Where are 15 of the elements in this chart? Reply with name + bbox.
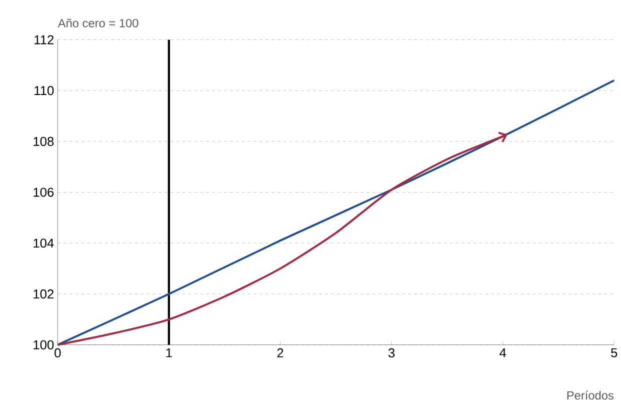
y-tick-label: 100: [34, 340, 54, 350]
x-tick-label: 3: [388, 348, 395, 358]
y-tick-label: 104: [34, 238, 54, 248]
y-axis-title: Año cero = 100: [58, 18, 138, 28]
y-tick-label: 102: [34, 289, 54, 298]
y-tick-label: 112: [34, 35, 54, 44]
x-tick-label: 5: [611, 348, 618, 358]
x-tick-label: 4: [500, 348, 506, 357]
x-tick-label: 2: [277, 348, 284, 358]
x-tick-label: 0: [54, 348, 61, 358]
y-tick-label: 108: [34, 136, 54, 146]
x-axis-title: Períodos: [567, 390, 614, 400]
x-tick-label: 1: [166, 348, 172, 357]
y-tick-label: 110: [34, 86, 54, 95]
y-tick-label: 106: [34, 188, 54, 197]
